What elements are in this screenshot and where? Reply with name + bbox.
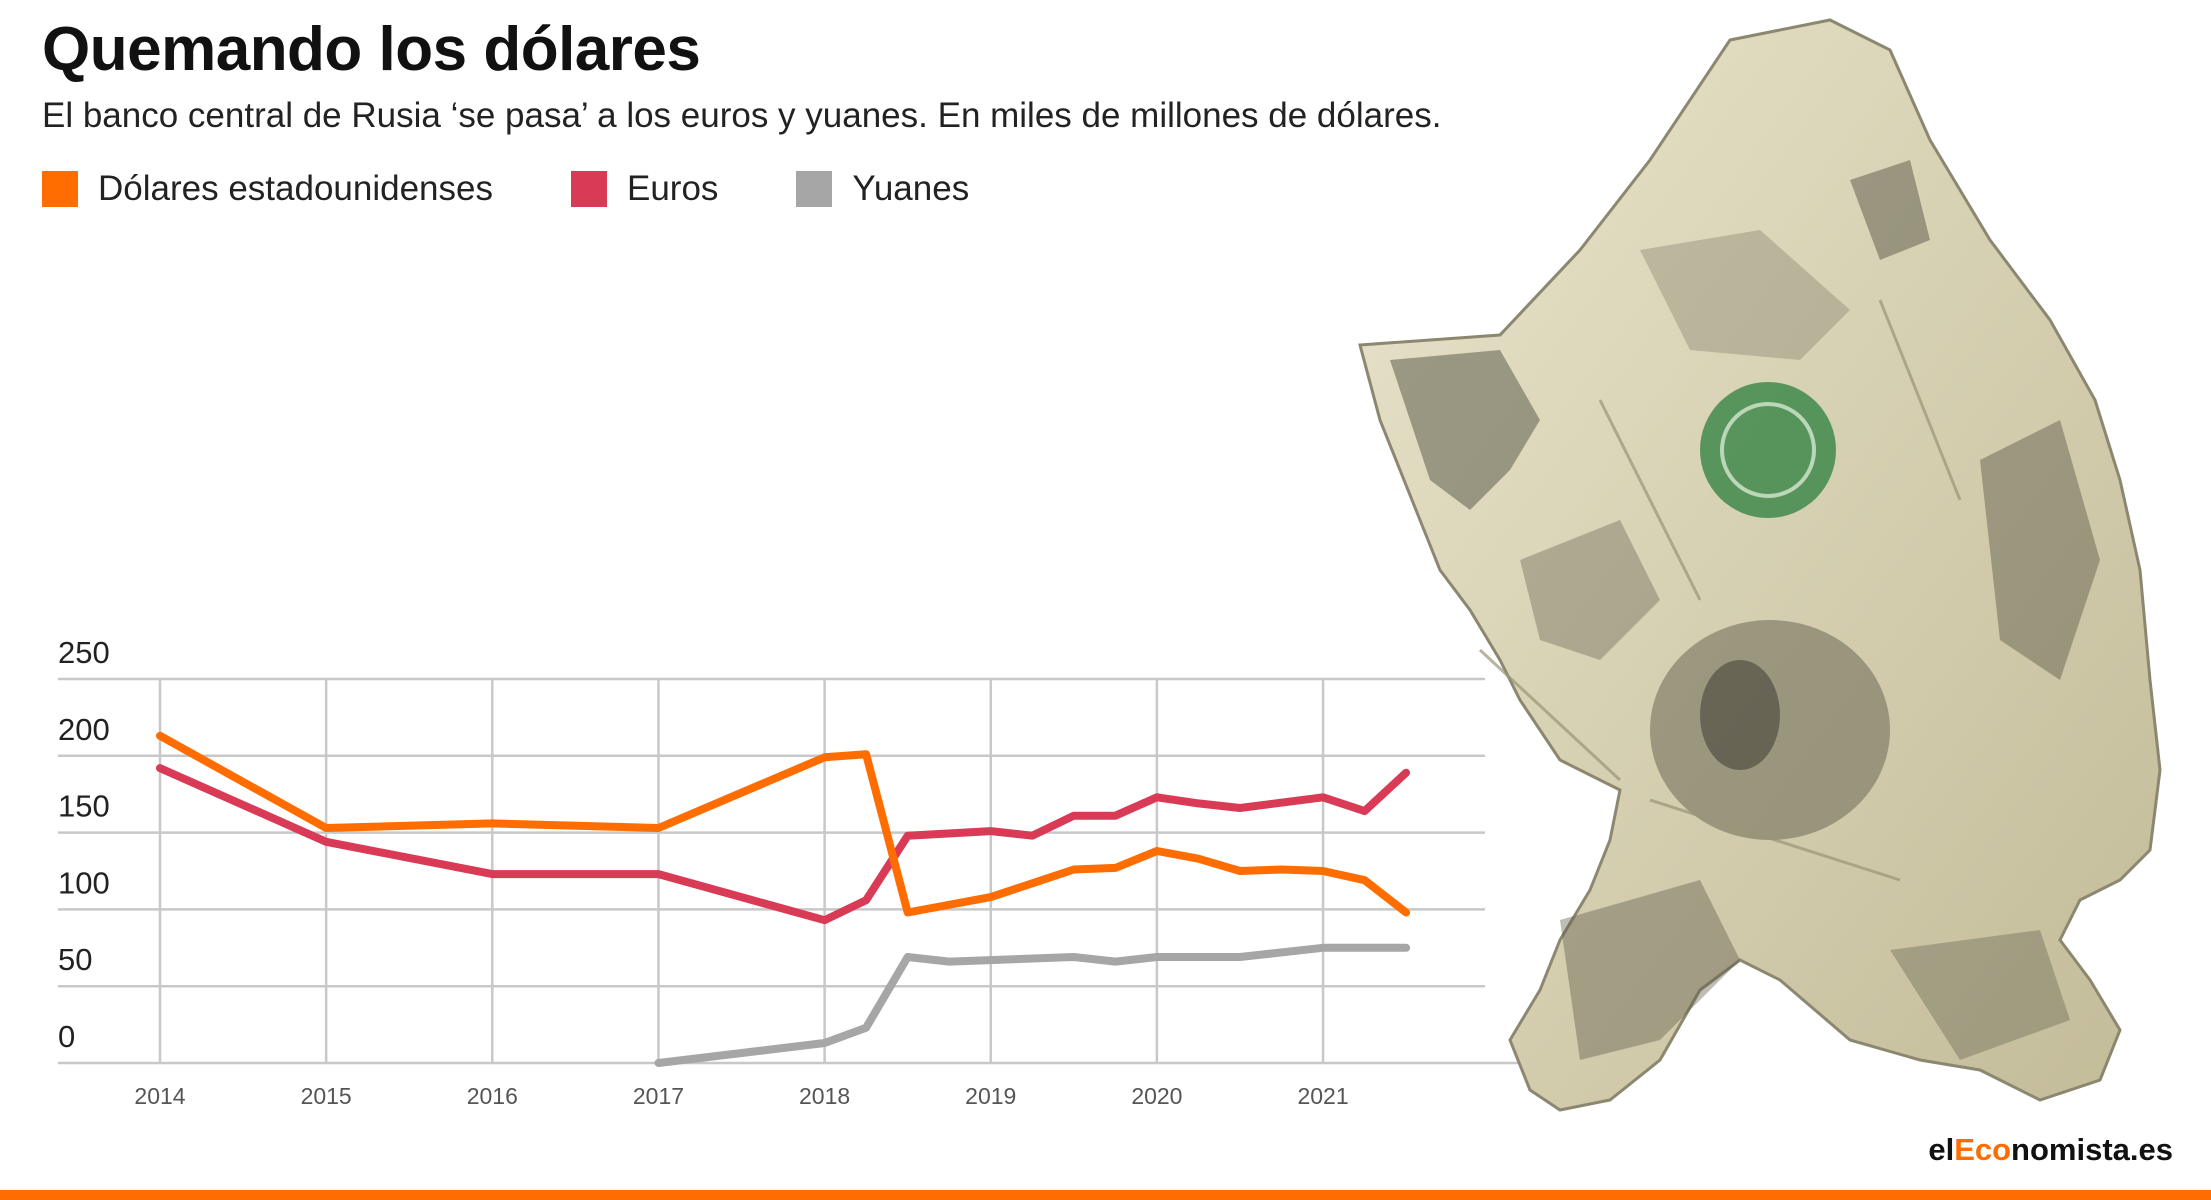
legend-swatch-dolares [42, 171, 78, 207]
y-tick-label: 200 [58, 712, 110, 747]
brand-accent: Eco [1954, 1132, 2012, 1167]
y-tick-label: 50 [58, 942, 92, 977]
series-line-euros [156, 764, 1411, 925]
chart-subtitle: El banco central de Rusia ‘se pasa’ a lo… [42, 96, 1442, 135]
x-tick-label: 2016 [467, 1083, 518, 1109]
treasury-seal-icon [1700, 382, 1836, 518]
series-line-dolares [156, 731, 1411, 917]
x-tick-label: 2017 [633, 1083, 684, 1109]
y-tick-label: 0 [58, 1019, 75, 1054]
legend-label-yuanes: Yuanes [852, 169, 970, 208]
legend-item-dolares: Dólares estadounidenses [42, 169, 493, 209]
x-tick-label: 2020 [1131, 1083, 1182, 1109]
x-tick-label: 2019 [965, 1083, 1016, 1109]
legend-label-dolares: Dólares estadounidenses [98, 169, 493, 208]
bottom-accent-bar [0, 1190, 2211, 1200]
legend: Dólares estadounidenses Euros Yuanes [42, 166, 1047, 212]
banknote-one-emblem [1390, 350, 1540, 510]
legend-label-euros: Euros [626, 169, 719, 208]
legend-swatch-euros [570, 171, 607, 207]
brand-suffix: nomista.es [2011, 1132, 2173, 1167]
x-tick-label: 2015 [301, 1083, 352, 1109]
x-tick-label: 2018 [799, 1083, 850, 1109]
y-tick-label: 150 [58, 789, 110, 824]
chart-title: Quemando los dólares [42, 15, 701, 84]
legend-swatch-yuanes [796, 171, 833, 207]
y-tick-label: 100 [58, 865, 110, 900]
tick-labels: 0 50 100 150 200 250 2014 2015 2016 2017 2018 2019 2… [58, 635, 1349, 1109]
y-tick-label: 250 [58, 635, 110, 670]
banknote-paper [1358, 18, 2162, 1112]
series-line-yuanes [654, 943, 1411, 1067]
x-tick-label: 2014 [134, 1083, 185, 1109]
legend-item-euros: Euros [570, 169, 719, 209]
brand-prefix: el [1928, 1132, 1955, 1167]
one-dollar-text-band [1980, 420, 2100, 680]
series-lines [156, 731, 1411, 1067]
legend-item-yuanes: Yuanes [796, 169, 969, 209]
x-tick-label: 2021 [1297, 1083, 1348, 1109]
brand-logo: elEconomista.es [1928, 1132, 2173, 1168]
